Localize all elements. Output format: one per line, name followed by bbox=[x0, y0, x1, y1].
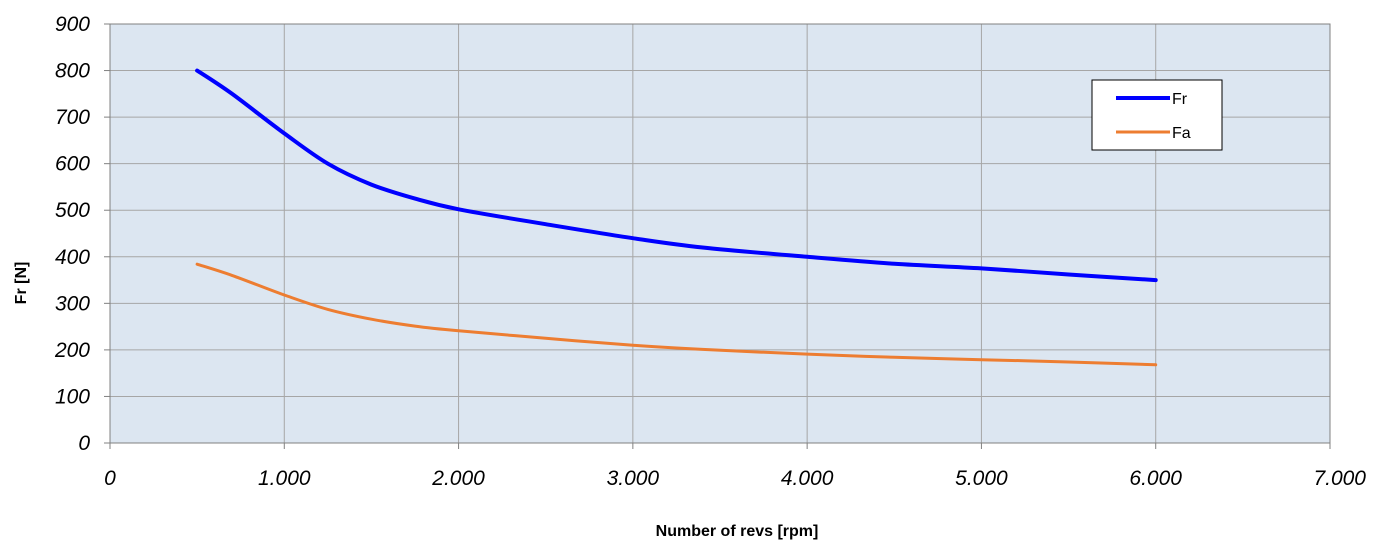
x-axis-ticks: 0 1.000 2.000 3.000 4.000 5.000 6.000 7.000 bbox=[104, 443, 1366, 490]
legend-box bbox=[1091, 79, 1223, 151]
y-tick-label: 800 bbox=[55, 60, 90, 83]
y-tick-label: 100 bbox=[55, 385, 90, 408]
y-tick-label: 500 bbox=[55, 199, 90, 222]
legend-label-fa: Fa bbox=[1172, 125, 1191, 142]
series-line-fr bbox=[195, 68, 1158, 283]
y-tick-label: 400 bbox=[55, 246, 90, 269]
legend-label-fr: Fr bbox=[1172, 91, 1188, 108]
x-tick-label: 3.000 bbox=[607, 467, 660, 490]
y-tick-label: 200 bbox=[54, 339, 90, 362]
y-tick-label: 600 bbox=[55, 153, 90, 176]
x-tick-label: 5.000 bbox=[955, 467, 1008, 490]
x-tick-label: 2.000 bbox=[431, 467, 485, 490]
x-tick-label: 6.000 bbox=[1129, 467, 1182, 490]
y-tick-label: 300 bbox=[55, 292, 90, 315]
y-axis-ticks: 0 100 200 300 400 500 600 700 800 900 bbox=[54, 13, 110, 455]
x-axis-title: Number of revs [rpm] bbox=[656, 523, 819, 540]
legend: Fr Fa bbox=[1091, 79, 1223, 151]
y-tick-label: 900 bbox=[55, 13, 90, 36]
series-line-fa bbox=[195, 262, 1158, 367]
x-tick-label: 1.000 bbox=[258, 467, 311, 490]
plot-border bbox=[109, 23, 1331, 444]
y-axis-title: Fr [N] bbox=[13, 262, 30, 305]
series-layer bbox=[195, 68, 1158, 367]
x-tick-label: 0 bbox=[104, 467, 116, 490]
x-tick-label: 4.000 bbox=[781, 467, 834, 490]
x-tick-label: 7.000 bbox=[1313, 467, 1366, 490]
y-tick-label: 0 bbox=[78, 432, 90, 455]
y-tick-label: 700 bbox=[55, 106, 90, 129]
